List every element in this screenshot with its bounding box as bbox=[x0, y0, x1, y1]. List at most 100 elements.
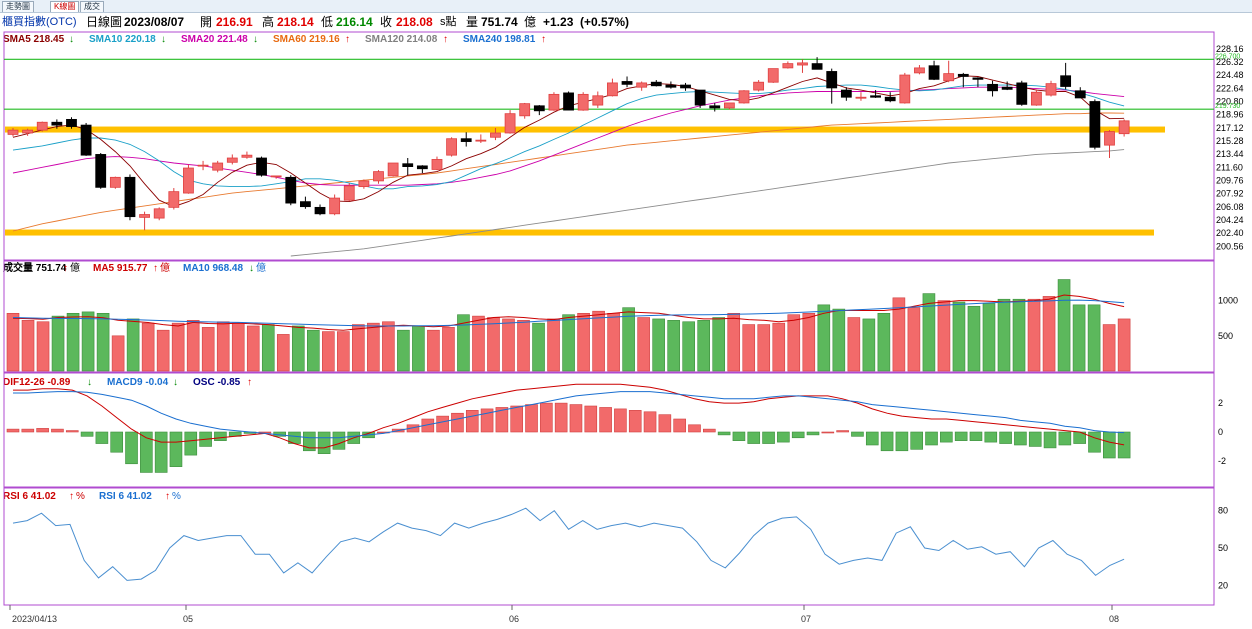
volume-bar bbox=[907, 307, 921, 372]
osc-bar bbox=[732, 431, 746, 441]
candle bbox=[797, 62, 808, 66]
macd-legend-item-1: MACD9 -0.04 bbox=[107, 377, 169, 388]
candle bbox=[694, 89, 706, 106]
volume-bar bbox=[802, 312, 816, 372]
osc-bar bbox=[628, 410, 642, 433]
volume-unit: 億 bbox=[524, 15, 537, 29]
change-value: +1.23 bbox=[543, 15, 574, 29]
price-legend: SMA5 218.45 ↓ SMA10 220.18 ↓ SMA20 221.48 ↓ SM… bbox=[3, 34, 546, 45]
volume-bar bbox=[51, 315, 65, 372]
candle bbox=[475, 139, 487, 142]
price-tick-label: 206.08 bbox=[1216, 202, 1244, 212]
osc-bar bbox=[6, 428, 20, 433]
candle bbox=[66, 118, 77, 127]
osc-bar bbox=[80, 431, 94, 437]
rsi-legend-item-arrow-0: ↑ bbox=[69, 491, 74, 502]
volume-bar bbox=[457, 314, 470, 372]
candle bbox=[1031, 91, 1042, 106]
osc-bar bbox=[302, 431, 316, 452]
candle bbox=[285, 176, 297, 204]
price-legend-item-arrow-4: ↑ bbox=[443, 34, 448, 45]
volume-legend-item-1: MA5 915.77 bbox=[93, 263, 148, 274]
volume-ma5-line bbox=[12, 294, 1125, 331]
price-tick-label: 213.44 bbox=[1216, 149, 1244, 159]
volume-bar bbox=[862, 318, 876, 372]
volume-bar bbox=[1042, 296, 1056, 372]
price-tick-label: 218.96 bbox=[1216, 110, 1244, 120]
candle bbox=[884, 96, 896, 102]
osc-bar bbox=[36, 428, 49, 433]
price-tick-label: 228.16 bbox=[1216, 44, 1244, 54]
rsi-tick-label: 80 bbox=[1218, 506, 1228, 516]
macd-legend-item-0: DIF12-26 -0.89 bbox=[3, 377, 71, 388]
candle bbox=[1045, 83, 1057, 96]
candle bbox=[373, 171, 384, 182]
candle bbox=[270, 175, 282, 178]
volume-tick-label: 500 bbox=[1218, 331, 1233, 341]
candle bbox=[1074, 90, 1086, 99]
osc-bar bbox=[880, 431, 894, 452]
price-tick-label: 209.76 bbox=[1216, 175, 1244, 185]
price-tick-label: 200.56 bbox=[1216, 241, 1244, 251]
volume-bar bbox=[141, 322, 155, 372]
volume-label: 量 bbox=[466, 15, 479, 29]
volume-legend-item-suffix-0: 億 bbox=[70, 261, 80, 274]
rsi-legend-item-suffix-0: % bbox=[76, 491, 85, 502]
volume-bar bbox=[66, 312, 80, 372]
osc-bar bbox=[451, 412, 464, 433]
osc-bar bbox=[614, 408, 627, 433]
volume-bar bbox=[547, 318, 560, 372]
osc-bar bbox=[110, 431, 124, 453]
macd-legend-item-arrow-1: ↓ bbox=[173, 377, 178, 388]
rsi-panel: 80 50 20 bbox=[12, 506, 1228, 590]
volume-bar bbox=[382, 321, 395, 372]
candle bbox=[168, 191, 180, 208]
x-tick-label: 08 bbox=[1109, 614, 1119, 624]
osc-bar bbox=[688, 424, 701, 433]
x-tick-label: 2023/04/13 bbox=[12, 614, 57, 624]
volume-tick-label: 1000 bbox=[1218, 296, 1238, 306]
osc-bar bbox=[495, 407, 509, 433]
volume-bar bbox=[291, 325, 305, 372]
candle bbox=[124, 176, 136, 218]
osc-bar bbox=[21, 428, 35, 433]
candle bbox=[899, 74, 911, 104]
osc-bar bbox=[969, 431, 983, 441]
volume-bar bbox=[712, 317, 726, 372]
osc-bar bbox=[777, 431, 790, 443]
support-band bbox=[5, 126, 1165, 133]
volume-bar bbox=[21, 320, 35, 372]
osc-bar bbox=[480, 408, 494, 433]
candle bbox=[723, 102, 735, 109]
candle bbox=[241, 154, 253, 158]
volume-bar bbox=[397, 329, 410, 372]
low-label: 低 bbox=[321, 15, 334, 29]
volume-bar bbox=[1027, 298, 1041, 372]
volume-legend-item-suffix-1: 億 bbox=[160, 261, 170, 274]
candle bbox=[446, 138, 458, 156]
open-label: 開 bbox=[200, 15, 213, 29]
candle bbox=[358, 180, 370, 188]
candle bbox=[709, 105, 721, 109]
chart-period: 日線圖 bbox=[86, 15, 123, 29]
candle bbox=[738, 90, 750, 104]
candle bbox=[314, 206, 326, 215]
volume-ma10-line bbox=[12, 299, 1125, 327]
volume-bar bbox=[81, 311, 95, 372]
osc-bar bbox=[154, 431, 168, 473]
volume-bar bbox=[1117, 318, 1131, 372]
volume-bar bbox=[697, 320, 710, 372]
price-legend-item-5: SMA240 198.81 bbox=[463, 34, 536, 45]
tab-trades[interactable]: 成交 bbox=[80, 1, 104, 12]
unit-label: s點 bbox=[440, 16, 457, 28]
candle bbox=[811, 63, 823, 70]
candle bbox=[51, 121, 63, 126]
sma60-line bbox=[12, 112, 1125, 232]
price-legend-item-4: SMA120 214.08 bbox=[365, 34, 438, 45]
tab-tick-chart[interactable]: 走勢圖 bbox=[2, 1, 34, 12]
tab-k-line-chart[interactable]: K線圖 bbox=[50, 1, 80, 12]
volume-bar bbox=[412, 325, 425, 372]
volume-bar bbox=[832, 308, 846, 372]
candle bbox=[636, 82, 648, 88]
volume-bar bbox=[156, 329, 170, 372]
